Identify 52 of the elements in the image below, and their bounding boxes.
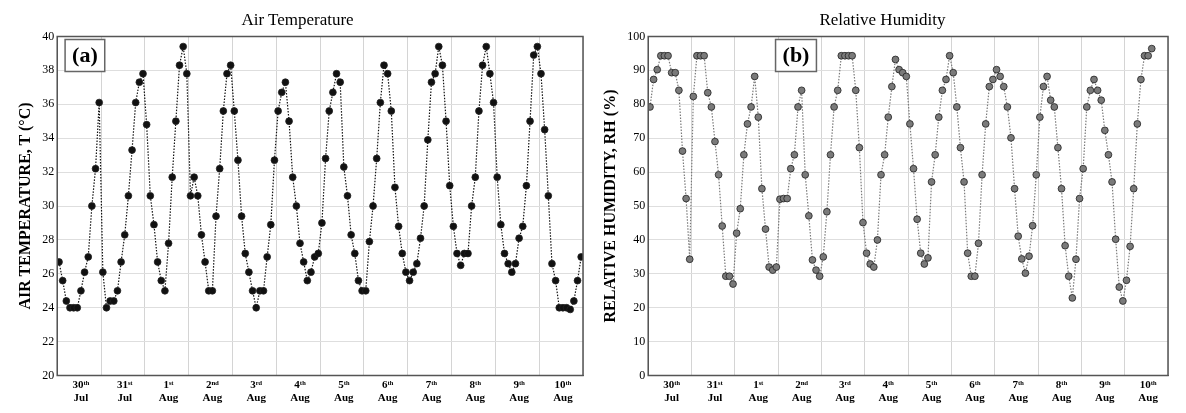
x-tick-label: 4ᵗʰ Aug (878, 378, 899, 404)
x-tick-label: 3ʳᵈ Aug (246, 378, 267, 404)
y-axis-title: AIR TEMPERATURE, T (°C) (15, 102, 34, 310)
x-tick-label: 9ᵗʰ Aug (509, 378, 530, 404)
y-tick-label: 30 (42, 198, 55, 213)
y-tick-label: 36 (42, 96, 55, 111)
y-tick-label: 38 (42, 62, 55, 77)
y-tick-label: 26 (42, 266, 55, 280)
y-tick-label: 100 (627, 28, 646, 43)
y-tick-label: 80 (633, 96, 646, 111)
x-tick-label: 6ᵗʰ Aug (965, 378, 986, 404)
y-tick-label: 34 (42, 130, 55, 145)
x-tick-label: 5ᵗʰ Aug (921, 378, 942, 404)
y-tick-label: 24 (42, 299, 55, 314)
y-tick-label: 10 (633, 333, 646, 348)
x-tick-label: 10ᵗʰ Aug (553, 378, 574, 404)
y-tick-label: 30 (633, 266, 646, 280)
x-tick-label: 3ʳᵈ Aug (835, 378, 856, 404)
x-tick-label: 1ˢᵗ Aug (158, 378, 179, 404)
y-tick-label: 20 (42, 367, 55, 382)
y-tick-label: 32 (42, 164, 55, 179)
y-tick-label: 70 (633, 130, 646, 145)
chart-title: Air Temperature (241, 9, 354, 29)
y-tick-label: 50 (633, 198, 646, 213)
y-tick-label: 40 (42, 28, 55, 43)
y-tick-label: 40 (633, 232, 646, 247)
x-tick-label: 8ᵗʰ Aug (1051, 378, 1072, 404)
x-tick-label: 5ᵗʰ Aug (334, 378, 355, 404)
y-axis-title: RELATIVE HUMIDITY, RH (%) (600, 89, 619, 323)
y-tick-label: 28 (42, 232, 55, 247)
y-tick-label: 22 (42, 333, 55, 348)
x-tick-label: 10ᵗʰ Aug (1138, 378, 1159, 404)
x-tick-label: 7ᵗʰ Aug (421, 378, 442, 404)
annotation: (a) (72, 42, 98, 68)
y-tick-label: 0 (639, 367, 646, 382)
x-tick-label: 1ˢᵗ Aug (748, 378, 769, 404)
y-tick-label: 90 (633, 62, 646, 77)
x-tick-label: 7ᵗʰ Aug (1008, 378, 1029, 404)
x-tick-label: 31ˢᵗ Jul (707, 378, 724, 404)
x-tick-label: 4ᵗʰ Aug (290, 378, 311, 404)
x-tick-label: 30ᵗʰ Jul (72, 378, 90, 404)
x-tick-label: 31ˢᵗ Jul (116, 378, 134, 404)
chart-title: Relative Humidity (819, 9, 947, 29)
x-tick-label: 8ᵗʰ Aug (465, 378, 486, 404)
y-tick-label: 60 (633, 164, 646, 179)
x-tick-label: 9ᵗʰ Aug (1095, 378, 1116, 404)
annotation: (b) (782, 42, 810, 68)
x-tick-label: 6ᵗʰ Aug (377, 378, 398, 404)
x-tick-label: 2ⁿᵈ Aug (202, 378, 223, 404)
x-tick-label: 30ᵗʰ Jul (663, 378, 681, 404)
x-tick-label: 2ⁿᵈ Aug (791, 378, 812, 404)
y-tick-label: 20 (633, 299, 646, 314)
